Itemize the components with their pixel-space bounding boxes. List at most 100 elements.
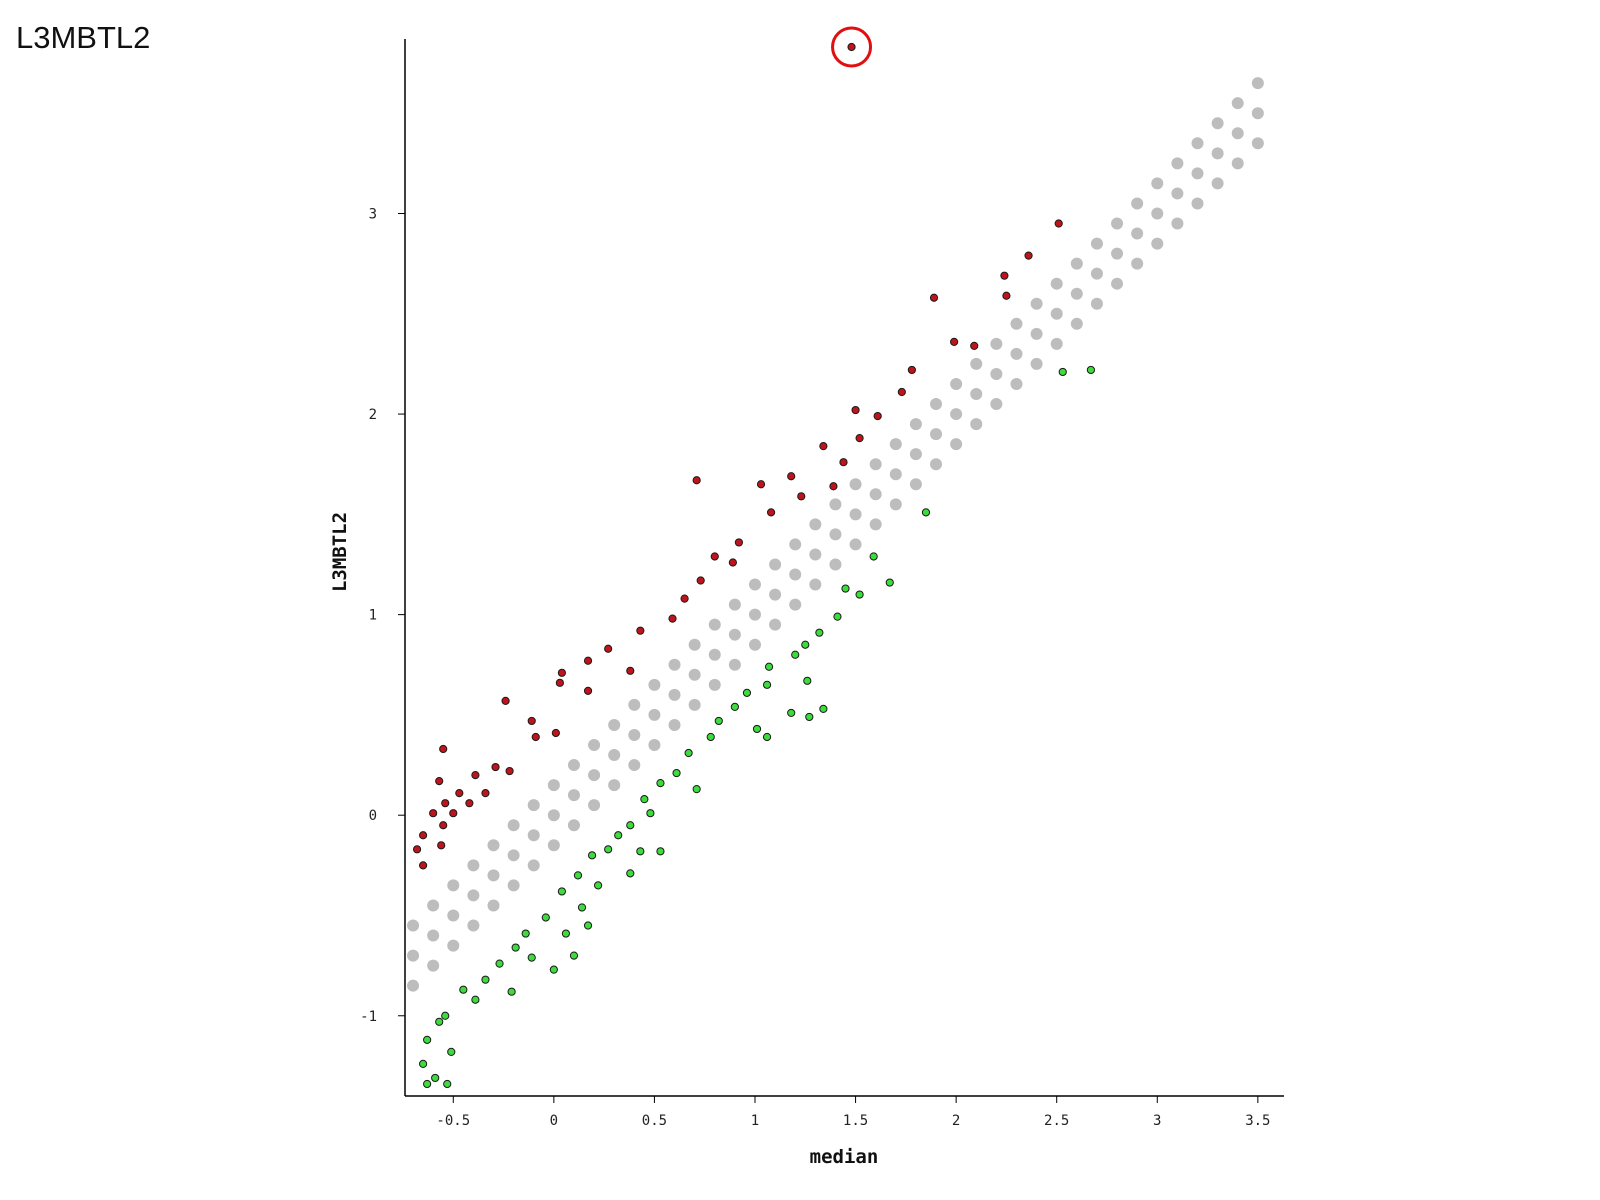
point-background	[1251, 107, 1264, 120]
point-background	[1191, 197, 1204, 210]
point-outlier	[626, 869, 635, 878]
point-background	[447, 879, 460, 892]
point-outlier	[714, 716, 723, 726]
point-outlier	[801, 640, 810, 649]
point-background	[1070, 257, 1083, 270]
point-outlier	[471, 995, 480, 1004]
point-background	[1131, 227, 1144, 240]
y-tick-label: 0	[369, 808, 377, 824]
point-background	[748, 578, 761, 591]
point-outlier	[692, 476, 701, 485]
point-background	[849, 508, 862, 521]
point-outlier	[970, 341, 979, 350]
point-background	[990, 367, 1003, 380]
point-background	[1030, 357, 1043, 370]
point-background	[1070, 317, 1083, 330]
point-background	[688, 638, 701, 651]
point-outlier	[435, 1017, 444, 1026]
point-outlier	[636, 626, 645, 635]
point-background	[1111, 277, 1124, 290]
point-background	[1111, 217, 1124, 230]
point-background	[789, 538, 802, 551]
point-outlier	[521, 929, 530, 938]
point-background	[407, 979, 420, 992]
point-outlier	[1000, 271, 1009, 280]
point-outlier	[791, 650, 800, 659]
point-background	[930, 428, 943, 441]
point-background	[1171, 217, 1184, 230]
point-outlier	[764, 662, 774, 671]
point-background	[588, 739, 601, 752]
point-background	[1251, 77, 1264, 90]
point-outlier	[419, 831, 428, 840]
point-outlier	[449, 809, 458, 818]
point-background	[547, 839, 560, 852]
point-outlier	[465, 799, 474, 808]
point-background	[588, 799, 601, 812]
point-outlier	[734, 538, 743, 547]
point-outlier	[656, 779, 665, 788]
point-background	[728, 598, 741, 611]
point-background	[728, 628, 741, 641]
point-background	[728, 658, 741, 671]
point-outlier	[646, 809, 655, 818]
point-outlier	[728, 558, 737, 567]
point-outlier	[614, 831, 623, 840]
point-outlier	[459, 985, 468, 994]
point-outlier	[829, 482, 838, 491]
point-outlier	[471, 770, 480, 780]
point-background	[487, 839, 500, 852]
x-tick-label: 3	[1153, 1113, 1161, 1129]
point-outlier	[412, 845, 422, 854]
point-background	[1131, 257, 1144, 270]
point-outlier	[604, 644, 613, 653]
point-outlier	[762, 680, 772, 689]
point-outlier	[441, 799, 450, 808]
point-background	[668, 718, 681, 731]
point-outlier	[1002, 291, 1011, 300]
point-outlier	[455, 789, 464, 798]
point-outlier	[541, 913, 550, 922]
point-outlier	[841, 584, 850, 593]
point-background	[407, 919, 420, 932]
highlight-ring	[831, 26, 873, 68]
point-outlier	[819, 442, 828, 451]
point-background	[829, 528, 842, 541]
point-outlier	[527, 953, 536, 962]
point-background	[930, 458, 943, 471]
point-outlier	[672, 768, 681, 778]
point-outlier	[851, 405, 860, 415]
point-background	[1131, 197, 1144, 210]
point-outlier	[587, 851, 597, 860]
point-outlier	[839, 458, 848, 467]
point-outlier	[797, 492, 806, 501]
point-background	[950, 377, 963, 390]
point-outlier	[435, 777, 444, 786]
point-outlier	[787, 472, 796, 481]
point-background	[1191, 167, 1204, 180]
point-outlier	[419, 861, 428, 870]
point-background	[889, 438, 902, 451]
point-background	[648, 739, 661, 752]
point-outlier	[419, 1059, 428, 1069]
point-outlier	[815, 628, 824, 637]
y-axis-label: L3MBTL2	[329, 512, 351, 592]
point-outlier	[439, 821, 448, 830]
point-background	[688, 698, 701, 711]
point-background	[1251, 137, 1264, 150]
point-background	[769, 588, 782, 601]
x-tick-label: 1.5	[843, 1113, 868, 1129]
point-outlier	[1054, 219, 1063, 228]
point-outlier	[511, 943, 520, 952]
point-outlier	[423, 1079, 432, 1089]
point-outlier	[481, 789, 490, 798]
point-background	[1050, 307, 1063, 320]
point-outlier	[626, 821, 635, 830]
point-background	[1050, 277, 1063, 290]
point-background	[427, 899, 440, 912]
point-outlier	[527, 716, 536, 726]
point-outlier	[847, 42, 856, 52]
point-outlier	[441, 1011, 450, 1020]
point-background	[708, 618, 721, 631]
point-background	[990, 337, 1003, 350]
